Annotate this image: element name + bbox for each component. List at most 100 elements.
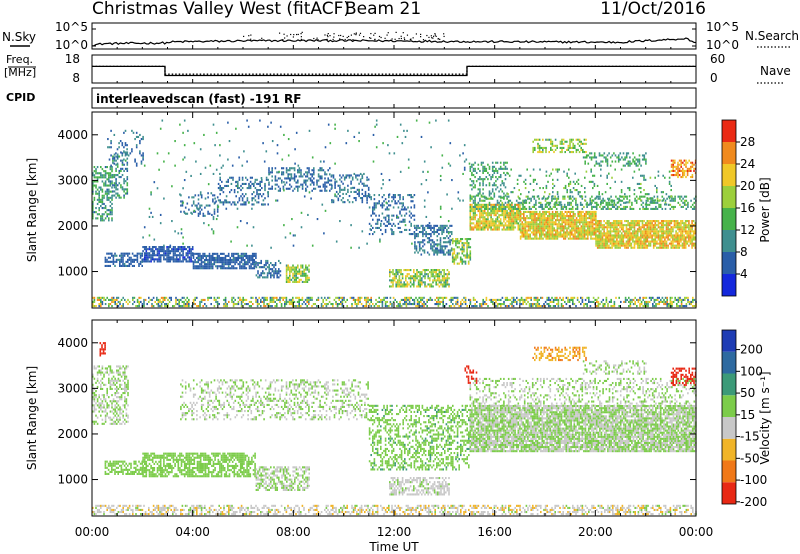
range-gate-cell	[579, 213, 581, 216]
range-gate-cell	[322, 298, 324, 301]
range-gate-cell	[441, 226, 443, 229]
range-gate-cell	[583, 235, 586, 238]
range-gate-cell	[644, 222, 647, 225]
range-gate-cell	[392, 279, 394, 282]
range-gate-cell	[199, 206, 201, 209]
range-gate-cell	[672, 220, 674, 223]
range-gate-cell	[678, 224, 681, 227]
range-gate-cell	[495, 300, 497, 303]
range-gate-cell	[636, 240, 639, 243]
range-gate-cell	[380, 204, 382, 207]
range-gate-cell	[676, 226, 679, 229]
range-gate-cell	[664, 220, 666, 223]
range-gate-cell	[308, 177, 310, 180]
range-gate-cell	[596, 234, 599, 237]
range-gate-cell	[517, 218, 520, 221]
range-gate-cell	[482, 205, 484, 208]
range-gate-cell	[194, 194, 197, 197]
range-gate-cell	[684, 240, 687, 243]
range-gate-cell	[509, 218, 512, 221]
range-gate-cell	[259, 184, 261, 187]
range-gate-cell	[648, 226, 650, 229]
range-gate-cell	[289, 274, 291, 277]
range-gate-cell	[571, 217, 573, 220]
range-gate-cell	[430, 243, 432, 246]
range-gate-cell	[635, 224, 637, 227]
range-gate-cell	[463, 300, 465, 303]
range-gate-cell	[559, 225, 562, 228]
range-gate-cell	[417, 241, 419, 244]
range-gate-cell	[416, 273, 418, 276]
range-gate-cell	[446, 245, 448, 248]
range-gate-cell	[604, 240, 607, 243]
range-gate-cell	[215, 265, 217, 268]
nsearch-point	[329, 35, 331, 37]
range-gate-cell	[657, 234, 660, 237]
range-gate-cell	[590, 223, 592, 226]
range-gate-cell	[479, 226, 481, 229]
range-gate-cell	[540, 237, 543, 240]
range-gate-cell	[582, 217, 584, 220]
range-gate-cell	[301, 266, 304, 269]
range-gate-cell	[567, 221, 570, 224]
range-gate-cell	[638, 244, 641, 247]
range-gate-cell	[116, 184, 119, 187]
range-gate-cell	[223, 267, 225, 270]
range-gate-cell	[351, 305, 353, 308]
range-gate-cell	[558, 233, 560, 236]
range-gate-cell	[110, 146, 112, 149]
range-gate-cell	[548, 229, 551, 232]
range-gate-cell	[156, 254, 159, 257]
range-gate-cell	[262, 272, 264, 275]
range-gate-cell	[673, 244, 676, 247]
range-gate-cell	[422, 233, 424, 236]
range-gate-cell	[311, 305, 313, 308]
range-gate-cell	[636, 224, 639, 227]
range-gate-cell	[419, 283, 421, 286]
range-gate-cell	[128, 258, 131, 261]
range-gate-cell	[646, 240, 649, 243]
range-gate-cell	[471, 205, 473, 208]
range-gate-cell	[197, 265, 200, 268]
range-gate-cell	[617, 222, 620, 225]
range-gate-cell	[608, 246, 610, 249]
range-gate-cell	[431, 245, 434, 248]
range-gate-cell	[467, 244, 470, 247]
range-gate-cell	[108, 305, 110, 308]
range-gate-cell	[274, 175, 277, 178]
range-gate-cell	[309, 298, 312, 301]
range-gate-cell	[648, 296, 651, 299]
range-gate-cell	[493, 214, 496, 217]
range-gate-cell	[271, 264, 274, 267]
range-gate-cell	[656, 230, 658, 233]
range-gate-cell	[550, 231, 552, 234]
range-gate-cell	[143, 260, 146, 263]
range-gate-cell	[261, 300, 264, 303]
nsearch-point	[359, 32, 362, 34]
range-gate-cell	[108, 209, 110, 212]
range-gate-cell	[253, 191, 255, 194]
range-gate-cell	[632, 232, 634, 235]
range-gate-cell	[411, 275, 413, 278]
range-gate-cell	[479, 203, 481, 206]
range-gate-cell	[159, 246, 162, 249]
nsearch-point	[300, 38, 302, 40]
range-gate-cell	[203, 252, 206, 255]
range-gate-cell	[202, 267, 204, 270]
range-gate-cell	[216, 210, 219, 213]
range-gate-cell	[694, 226, 697, 229]
range-gate-cell	[531, 231, 533, 234]
range-gate-cell	[556, 219, 559, 222]
range-gate-cell	[117, 305, 120, 308]
range-gate-cell	[240, 265, 243, 268]
range-gate-cell	[547, 237, 549, 240]
range-gate-cell	[242, 296, 244, 299]
range-gate-cell	[141, 254, 143, 257]
range-gate-cell	[293, 278, 296, 281]
range-gate-cell	[595, 222, 597, 225]
range-gate-cell	[373, 305, 376, 308]
range-gate-cell	[233, 201, 236, 204]
range-gate-cell	[422, 245, 424, 248]
range-gate-cell	[425, 269, 428, 272]
range-gate-cell	[259, 193, 261, 196]
